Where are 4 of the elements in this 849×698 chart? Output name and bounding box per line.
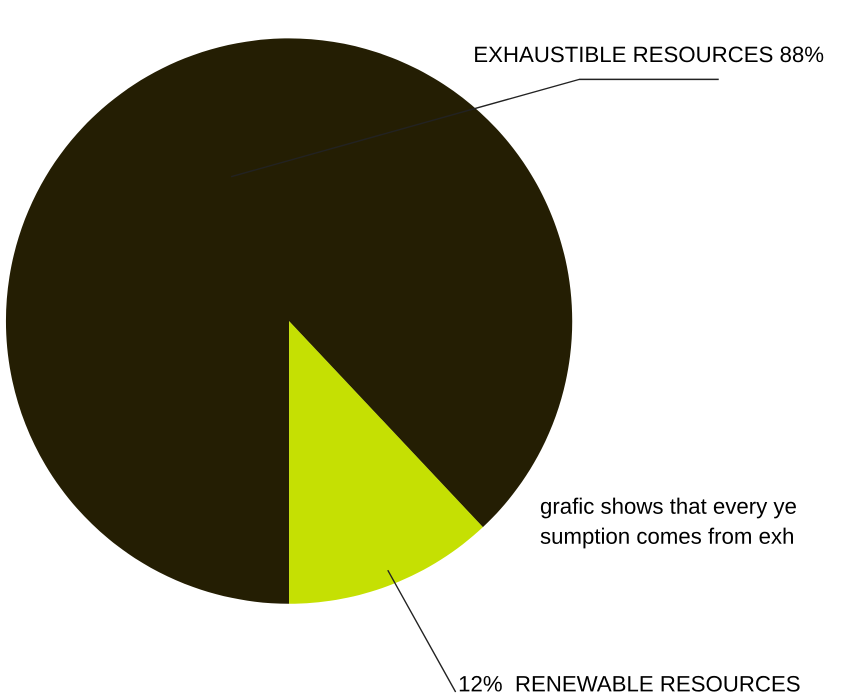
slice-label: 12% RENEWABLE RESOURCES (460, 676, 800, 692)
text: grafic shows that every ye (540, 498, 796, 518)
text: sumption comes from exh (540, 528, 793, 548)
slice-label: EXHAUSTIBLE RESOURCES 88% (475, 46, 824, 62)
